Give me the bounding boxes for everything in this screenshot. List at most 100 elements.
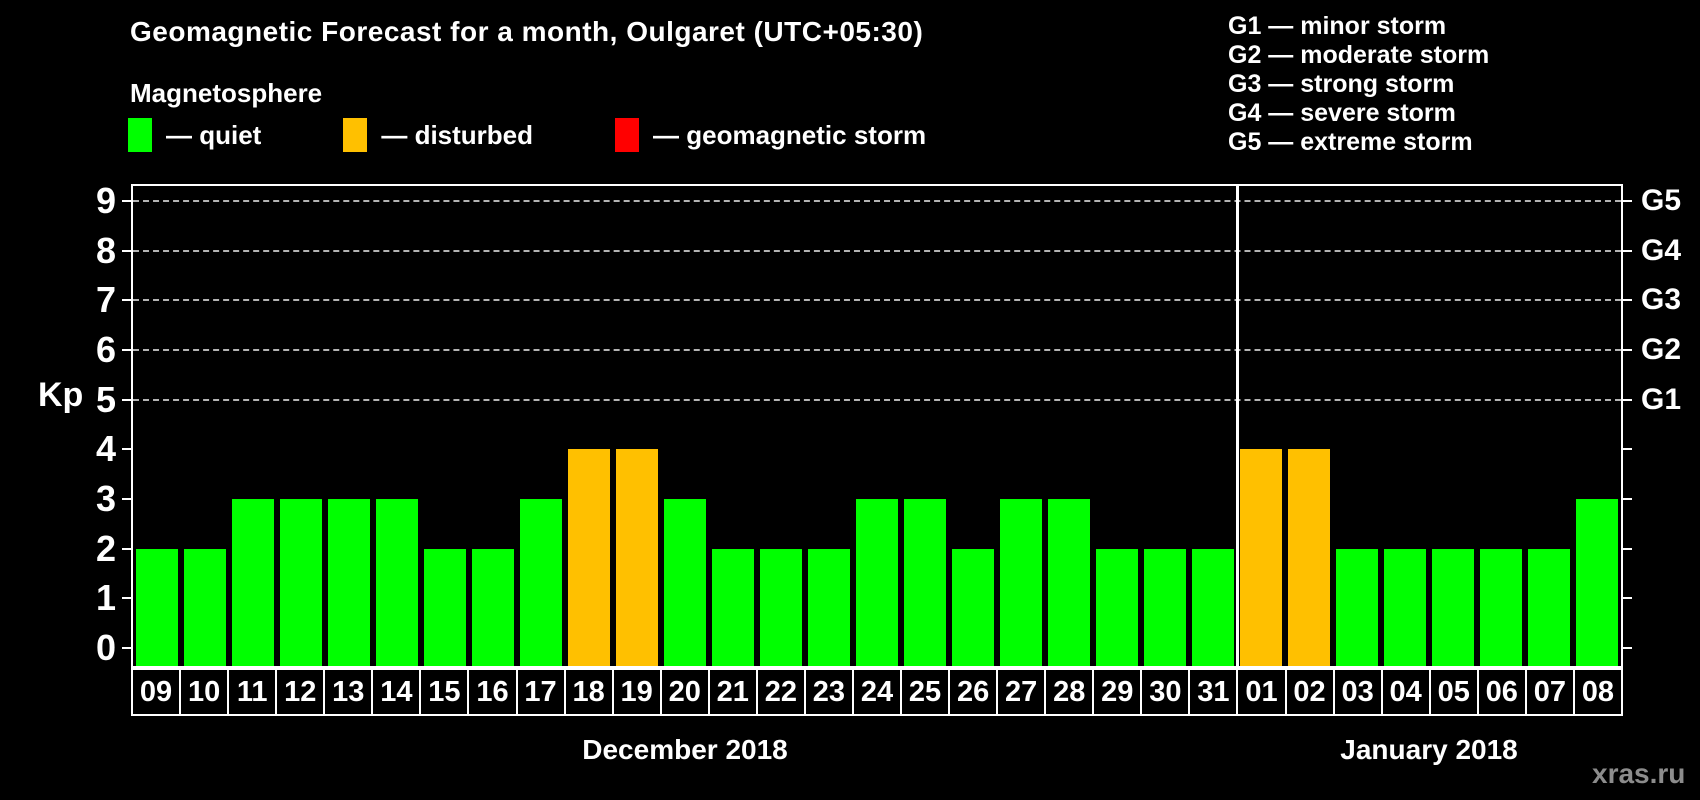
kp-bar <box>136 548 178 666</box>
kp-bar <box>1096 548 1138 666</box>
y-tick-label: 3 <box>95 477 116 519</box>
day-cell: 21 <box>707 668 758 716</box>
axis-tick-left <box>122 547 131 550</box>
kp-bar <box>328 499 370 666</box>
axis-tick-left <box>122 199 131 202</box>
axis-tick-left <box>122 597 131 600</box>
axis-tick-right <box>1623 249 1632 252</box>
kp-bar <box>1288 449 1330 666</box>
kp-bar <box>1192 548 1234 666</box>
day-cell: 12 <box>275 668 326 716</box>
kp-bar <box>712 548 754 666</box>
gridline-kp8 <box>133 249 1621 252</box>
magnetosphere-legend: — quiet — disturbed — geomagnetic storm <box>128 118 1008 152</box>
chart-plot-area <box>131 184 1623 668</box>
legend-item-storm: — geomagnetic storm <box>615 118 926 152</box>
day-cell: 18 <box>563 668 614 716</box>
right-axis-label-G3: G3 <box>1641 283 1682 317</box>
day-cell: 09 <box>131 668 182 716</box>
day-cell: 27 <box>996 668 1047 716</box>
axis-tick-right <box>1623 497 1632 500</box>
day-cell: 02 <box>1284 668 1335 716</box>
kp-bar <box>952 548 994 666</box>
kp-bar <box>904 499 946 666</box>
gridline-kp6 <box>133 348 1621 351</box>
legend-swatch-disturbed <box>343 118 368 152</box>
kp-bar <box>568 449 610 666</box>
kp-bar <box>856 499 898 666</box>
kp-bar <box>1144 548 1186 666</box>
axis-tick-right <box>1623 647 1632 649</box>
axis-tick-left <box>122 249 131 252</box>
axis-tick-left <box>122 299 131 302</box>
legend-swatch-storm <box>615 118 640 152</box>
kp-bar <box>472 548 514 666</box>
magnetosphere-label: Magnetosphere <box>130 78 323 108</box>
day-cell: 29 <box>1092 668 1143 716</box>
kp-bar <box>280 499 322 666</box>
axis-tick-right <box>1623 199 1632 202</box>
axis-tick-right <box>1623 348 1632 351</box>
day-cell: 31 <box>1188 668 1239 716</box>
axis-tick-right <box>1623 398 1632 401</box>
right-axis-label-G4: G4 <box>1641 233 1682 267</box>
legend-item-quiet: — quiet <box>128 118 261 152</box>
day-cell: 25 <box>900 668 951 716</box>
axis-tick-right <box>1623 448 1632 451</box>
day-cell: 06 <box>1476 668 1527 716</box>
axis-tick-right <box>1623 299 1632 302</box>
kp-bar <box>664 499 706 666</box>
right-axis-label-G5: G5 <box>1641 183 1682 217</box>
day-cell: 08 <box>1572 668 1623 716</box>
g-scale-legend-line: G4 — severe storm <box>1228 99 1456 127</box>
kp-bar <box>1048 499 1090 666</box>
kp-bar <box>232 499 274 666</box>
month-separator-line <box>1235 186 1239 666</box>
y-tick-label: 8 <box>95 229 116 271</box>
g-scale-legend-line: G2 — moderate storm <box>1228 41 1490 69</box>
g-scale-legend-line: G5 — extreme storm <box>1228 128 1473 156</box>
kp-bar <box>808 548 850 666</box>
y-tick-label: 0 <box>95 627 116 668</box>
gridline-kp5 <box>133 398 1621 401</box>
day-cell: 30 <box>1140 668 1191 716</box>
kp-bar <box>1336 548 1378 666</box>
day-cell: 07 <box>1524 668 1575 716</box>
y-tick-label: 9 <box>95 179 116 221</box>
day-cell: 26 <box>948 668 999 716</box>
axis-tick-left <box>122 348 131 351</box>
day-cell: 05 <box>1428 668 1479 716</box>
day-cell: 28 <box>1044 668 1095 716</box>
day-cell: 10 <box>179 668 230 716</box>
kp-bar <box>1432 548 1474 666</box>
y-tick-label: 4 <box>95 428 116 470</box>
y-tick-label: 5 <box>95 378 116 420</box>
kp-bar <box>616 449 658 666</box>
gridline-kp9 <box>133 199 1621 202</box>
legend-label-disturbed: — disturbed <box>381 119 534 150</box>
day-cell: 14 <box>371 668 422 716</box>
kp-bar <box>424 548 466 666</box>
kp-bar <box>520 499 562 666</box>
day-cell: 01 <box>1236 668 1287 716</box>
month-label: January 2018 <box>1340 734 1518 765</box>
axis-tick-right <box>1623 547 1632 550</box>
month-label: December 2018 <box>582 734 788 765</box>
axis-tick-left <box>122 448 131 451</box>
day-cell: 17 <box>515 668 566 716</box>
legend-item-disturbed: — disturbed <box>343 118 533 152</box>
right-axis-label-G1: G1 <box>1641 382 1682 416</box>
day-cell: 13 <box>323 668 374 716</box>
g-scale-legend-line: G3 — strong storm <box>1228 70 1455 98</box>
day-cell: 24 <box>851 668 902 716</box>
legend-label-storm: — geomagnetic storm <box>653 119 927 150</box>
axis-tick-left <box>122 497 131 500</box>
g-scale-legend-line: G1 — minor storm <box>1228 12 1447 40</box>
right-axis-label-G2: G2 <box>1641 332 1682 366</box>
day-axis-band: 09 10 11 12 13 14 15 16 17 18 19 20 21 22 23 24 25 26 27 28… <box>131 668 1623 716</box>
kp-bar <box>1528 548 1570 666</box>
kp-bar <box>1000 499 1042 666</box>
y-axis-title: Kp <box>38 376 84 414</box>
y-tick-label: 2 <box>95 527 116 569</box>
